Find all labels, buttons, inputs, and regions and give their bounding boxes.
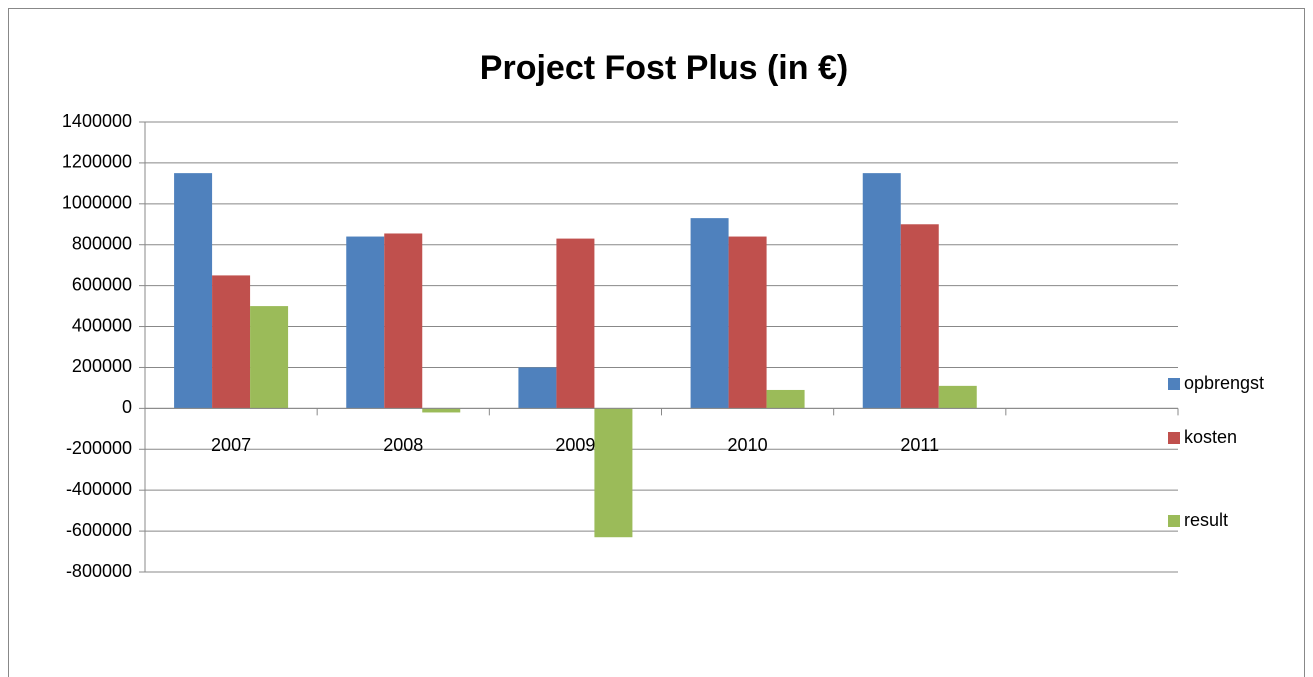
y-tick-label: -200000 <box>66 438 132 458</box>
bar <box>422 408 461 413</box>
bar <box>212 275 251 409</box>
x-tick-label: 2008 <box>383 435 423 455</box>
legend-swatch <box>1168 378 1180 390</box>
bar <box>250 306 289 409</box>
y-tick-label: 1400000 <box>62 111 132 131</box>
bar <box>938 385 977 409</box>
bar <box>174 173 213 409</box>
y-tick-label: -400000 <box>66 479 132 499</box>
bar <box>728 236 767 409</box>
y-tick-label: 0 <box>122 397 132 417</box>
x-tick-label: 2009 <box>555 435 595 455</box>
y-tick-label: -600000 <box>66 520 132 540</box>
legend-swatch <box>1168 432 1180 444</box>
bar <box>690 218 729 409</box>
y-tick-label: 800000 <box>72 233 132 253</box>
bar <box>518 367 557 409</box>
x-tick-label: 2010 <box>728 435 768 455</box>
legend-label: opbrengst <box>1184 373 1264 393</box>
y-tick-label: -800000 <box>66 561 132 581</box>
y-tick-label: 1200000 <box>62 152 132 172</box>
y-tick-label: 200000 <box>72 356 132 376</box>
bar <box>556 238 595 409</box>
x-tick-label: 2011 <box>900 435 939 455</box>
y-tick-label: 400000 <box>72 315 132 335</box>
legend-label: result <box>1184 510 1228 530</box>
bar <box>346 236 385 409</box>
bar <box>766 389 805 409</box>
bar <box>900 224 939 409</box>
y-tick-label: 1000000 <box>62 193 132 213</box>
bar <box>384 233 423 409</box>
bar <box>862 173 901 409</box>
x-tick-label: 2007 <box>211 435 251 455</box>
legend-swatch <box>1168 515 1180 527</box>
legend-label: kosten <box>1184 427 1237 447</box>
bar <box>594 408 633 538</box>
y-tick-label: 600000 <box>72 274 132 294</box>
chart-title: Project Fost Plus (in €) <box>480 49 848 87</box>
